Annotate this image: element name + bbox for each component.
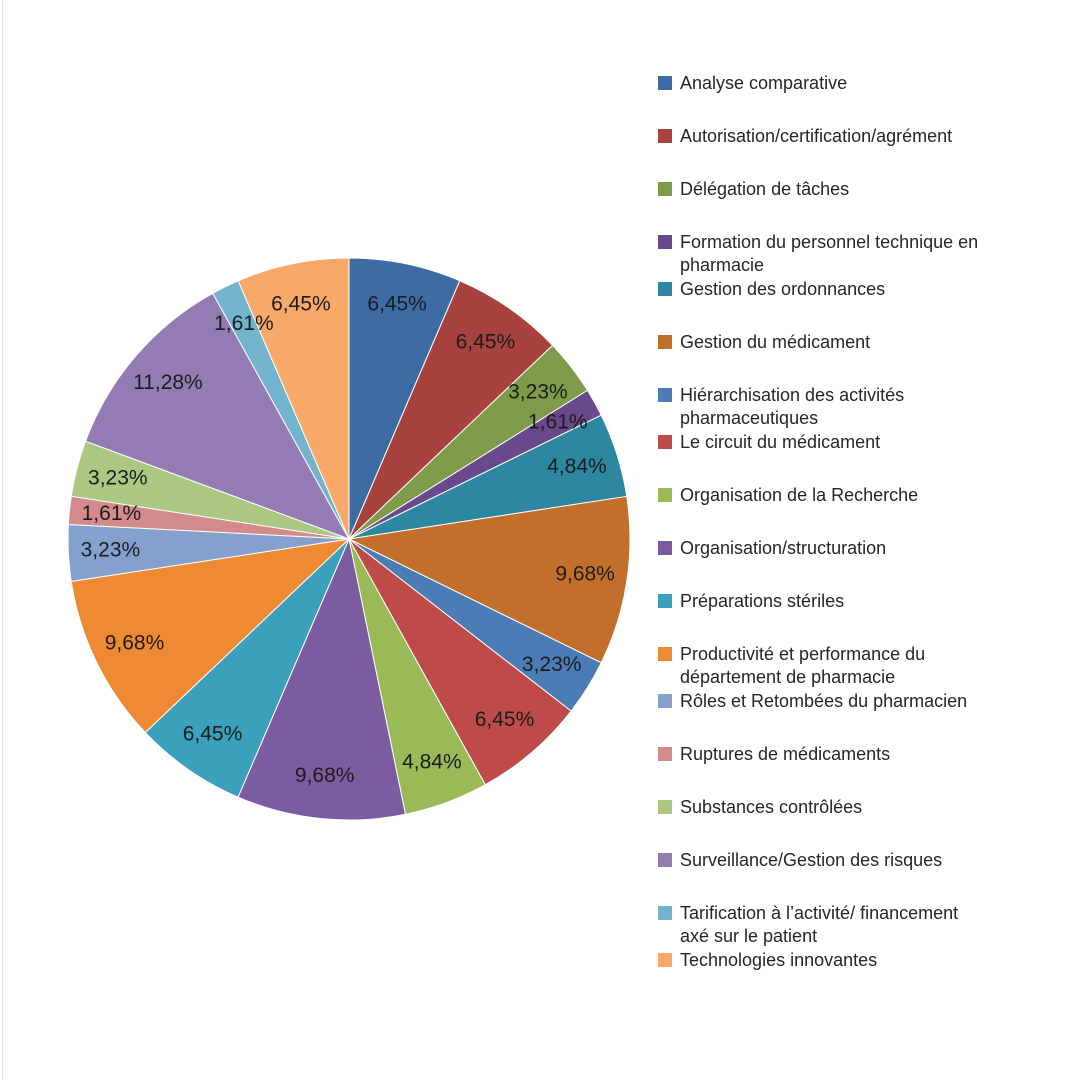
legend-color-swatch xyxy=(658,853,672,867)
legend-item-label: Le circuit du médicament xyxy=(680,432,881,452)
legend-item-label: Délégation de tâches xyxy=(680,179,850,199)
legend-item-label: Productivité et performance du départeme… xyxy=(680,644,926,687)
legend-item-label: Analyse comparative xyxy=(680,73,848,93)
pie-slice-2 xyxy=(348,280,554,540)
legend-color-swatch xyxy=(658,282,672,296)
legend-item-label: Tarification à l’activité/ financement a… xyxy=(680,903,959,946)
pie-slice-label-7: 3,23% xyxy=(522,653,582,676)
pie-slice-label-5: 4,84% xyxy=(547,455,607,478)
legend-color-swatch xyxy=(658,76,672,90)
legend-item-9: Organisation de la Recherche xyxy=(658,484,1062,507)
legend-color-swatch xyxy=(658,235,672,249)
legend-item-label: Autorisation/certification/agrément xyxy=(680,126,953,146)
legend-item-1: Analyse comparative xyxy=(658,72,1062,95)
pie-slice-label-8: 6,45% xyxy=(475,708,535,731)
legend-item-label: Organisation/structuration xyxy=(680,538,887,558)
pie-slice-label-2: 6,45% xyxy=(456,330,516,353)
legend-color-swatch xyxy=(658,953,672,967)
legend-item-18: Technologies innovantes xyxy=(658,949,1062,972)
legend-color-swatch xyxy=(658,129,672,143)
legend-color-swatch xyxy=(658,335,672,349)
pie-slice-6 xyxy=(347,495,631,664)
pie-slice-label-9: 4,84% xyxy=(402,751,462,774)
legend-item-label: Substances contrôlées xyxy=(680,797,863,817)
pie-slice-10 xyxy=(237,537,407,821)
pie-slice-12 xyxy=(70,538,351,734)
legend-item-14: Ruptures de médicaments xyxy=(658,743,1062,766)
pie-slice-16 xyxy=(84,292,351,540)
legend-color-swatch xyxy=(658,747,672,761)
legend-item-label: Gestion des ordonnances xyxy=(680,279,886,299)
legend-item-17: Tarification à l’activité/ financement a… xyxy=(658,902,1062,948)
pie-slice-label-10: 9,68% xyxy=(295,764,355,787)
legend-item-label: Surveillance/Gestion des risques xyxy=(680,850,943,870)
legend-item-6: Gestion du médicament xyxy=(658,331,1062,354)
legend-item-2: Autorisation/certification/agrément xyxy=(658,125,1062,148)
pie-chart: 6,45% 6,45% 3,23% 1,61% 4,84% 9,68% 3,23% 6,45%… xyxy=(67,257,631,821)
legend-item-3: Délégation de tâches xyxy=(658,178,1062,201)
legend-item-label: Organisation de la Recherche xyxy=(680,485,919,505)
pie-slice-label-18: 6,45% xyxy=(271,293,331,316)
pie-slice-label-3: 3,23% xyxy=(508,380,568,403)
legend-color-swatch xyxy=(658,435,672,449)
pie-slice-1 xyxy=(348,257,461,540)
legend-item-label: Rôles et Retombées du pharmacien xyxy=(680,691,968,711)
pie-slice-label-15: 3,23% xyxy=(88,466,148,489)
pie-slice-11 xyxy=(144,538,350,798)
legend-item-label: Hiérarchisation des activités pharmaceut… xyxy=(680,385,905,428)
legend-item-7: Hiérarchisation des activités pharmaceut… xyxy=(658,384,1062,430)
legend-item-16: Surveillance/Gestion des risques xyxy=(658,849,1062,872)
legend-color-swatch xyxy=(658,182,672,196)
pie-slice-label-11: 6,45% xyxy=(183,723,243,746)
legend-item-5: Gestion des ordonnances xyxy=(658,278,1062,301)
legend-item-label: Gestion du médicament xyxy=(680,332,871,352)
pie-slice-label-4: 1,61% xyxy=(528,411,588,434)
legend-item-11: Préparations stériles xyxy=(658,590,1062,613)
legend-color-swatch xyxy=(658,488,672,502)
pie-slice-label-1: 6,45% xyxy=(367,293,427,316)
pie-slice-label-6: 9,68% xyxy=(555,563,615,586)
legend-color-swatch xyxy=(658,388,672,402)
legend-item-15: Substances contrôlées xyxy=(658,796,1062,819)
legend-color-swatch xyxy=(658,541,672,555)
legend-color-swatch xyxy=(658,800,672,814)
legend-item-label: Formation du personnel technique en phar… xyxy=(680,232,979,275)
pie-slice-label-14: 1,61% xyxy=(82,502,142,525)
pie-slice-label-13: 3,23% xyxy=(81,538,141,561)
legend: Analyse comparative Autorisation/certific… xyxy=(658,72,1062,1002)
legend-item-4: Formation du personnel technique en phar… xyxy=(658,231,1062,277)
legend-color-swatch xyxy=(658,906,672,920)
legend-color-swatch xyxy=(658,647,672,661)
page-edge-line xyxy=(2,0,3,1080)
legend-item-label: Ruptures de médicaments xyxy=(680,744,891,764)
pie-slice-18 xyxy=(237,257,350,540)
pie-slice-label-16: 11,28% xyxy=(133,371,203,394)
legend-item-label: Technologies innovantes xyxy=(680,950,878,970)
legend-item-10: Organisation/structuration xyxy=(658,537,1062,560)
legend-item-8: Le circuit du médicament xyxy=(658,431,1062,454)
legend-color-swatch xyxy=(658,694,672,708)
pie-slice-8 xyxy=(348,538,572,786)
legend-item-12: Productivité et performance du départeme… xyxy=(658,643,1062,689)
pie-slice-label-12: 9,68% xyxy=(105,632,165,655)
legend-color-swatch xyxy=(658,594,672,608)
legend-item-13: Rôles et Retombées du pharmacien xyxy=(658,690,1062,713)
legend-item-label: Préparations stériles xyxy=(680,591,845,611)
pie-slice-label-17: 1,61% xyxy=(214,312,274,335)
